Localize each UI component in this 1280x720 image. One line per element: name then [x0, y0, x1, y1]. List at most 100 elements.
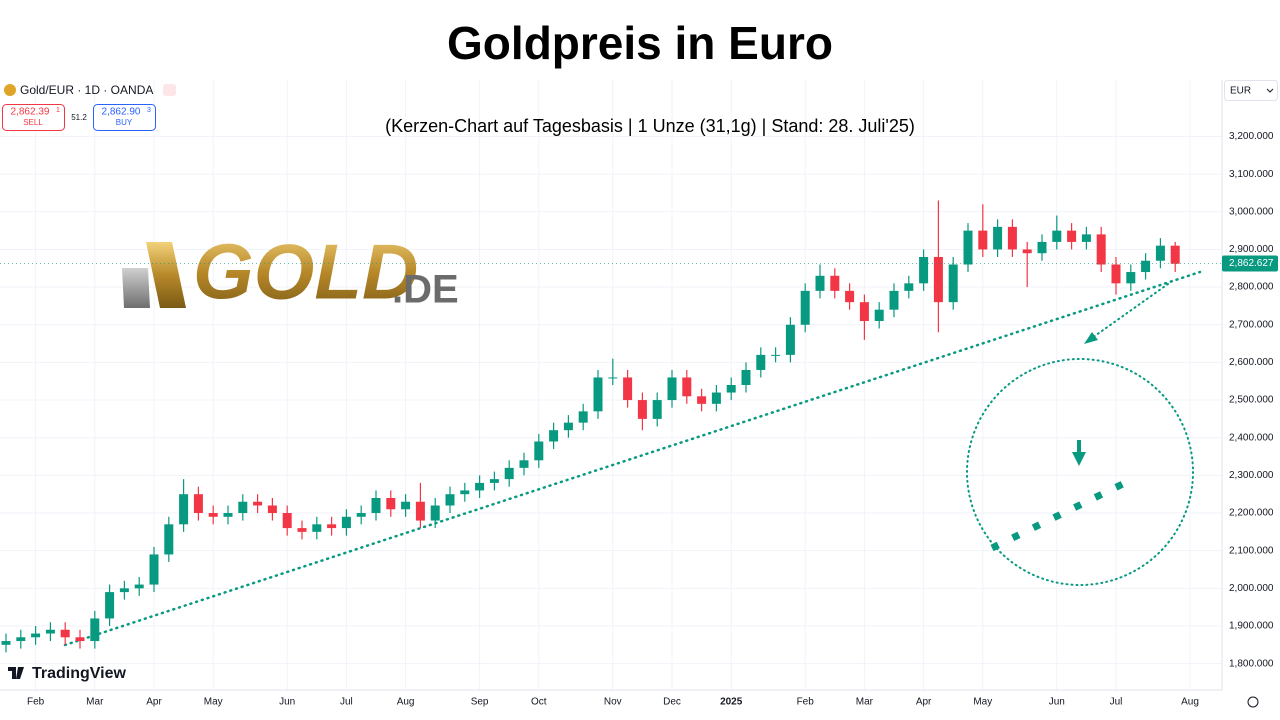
last-price-tag — [1222, 255, 1278, 272]
y-tick-label: 2,800.000 — [1229, 282, 1274, 293]
candle-body — [593, 377, 603, 412]
y-tick-label: 1,800.000 — [1229, 658, 1274, 669]
y-tick-label: 2,100.000 — [1229, 545, 1274, 556]
candle-body — [282, 513, 292, 529]
candle-body — [608, 377, 618, 379]
candle-body — [489, 479, 499, 483]
y-tick-label: 1,900.000 — [1229, 621, 1274, 632]
symbol-icon — [4, 84, 16, 96]
candle-body — [45, 629, 55, 634]
candle-body — [904, 283, 914, 291]
candle-body — [208, 513, 218, 517]
candle-body — [978, 230, 988, 250]
candle-body — [312, 524, 322, 532]
candle-body — [948, 264, 958, 303]
candle-body — [119, 588, 129, 593]
candle-body — [60, 629, 70, 638]
candle-body — [549, 430, 559, 442]
candle-body — [667, 377, 677, 401]
candle-body — [238, 501, 248, 514]
x-tick-label: Jun — [279, 697, 295, 708]
x-tick-label: Apr — [146, 697, 162, 708]
settings-icon[interactable] — [1247, 696, 1259, 708]
y-tick-label: 3,200.000 — [1229, 131, 1274, 142]
sell-button[interactable] — [2, 104, 65, 131]
sell-pip: 1 — [56, 107, 60, 114]
candle-body — [356, 513, 366, 517]
candle-body — [105, 592, 115, 619]
x-tick-label: Apr — [916, 697, 932, 708]
candle-body — [16, 637, 26, 642]
x-tick-label: Jun — [1049, 697, 1065, 708]
candle-body — [1022, 249, 1032, 254]
candle-body — [919, 256, 929, 284]
candle-body — [1170, 245, 1180, 264]
candle-body — [1037, 241, 1047, 254]
zoom-marker — [1077, 440, 1081, 452]
zoom-circle — [966, 358, 1194, 586]
watermark: TradingView — [32, 665, 127, 682]
candle-body — [815, 275, 825, 291]
candle-body — [253, 501, 263, 506]
candle-body — [341, 516, 351, 529]
plot — [1, 200, 1180, 653]
candle-body — [652, 400, 662, 419]
y-tick-label: 2,600.000 — [1229, 357, 1274, 368]
chart-subtitle: (Kerzen-Chart auf Tagesbasis | 1 Unze (3… — [385, 116, 915, 136]
x-tick-label: Sep — [471, 697, 489, 708]
currency-select[interactable] — [1224, 80, 1278, 101]
x-tick-label: Feb — [797, 697, 815, 708]
candle-body — [1052, 230, 1062, 242]
candle-body — [1007, 226, 1017, 250]
candle-body — [1141, 260, 1151, 273]
logo-bar — [146, 242, 186, 308]
zoom-trendline — [990, 474, 1137, 552]
x-tick-label: Aug — [397, 697, 415, 708]
dropdown-icon — [1266, 88, 1274, 93]
x-tick-label: Mar — [856, 697, 874, 708]
candle-body — [134, 584, 144, 589]
x-tick-label: Dec — [663, 697, 681, 708]
candle-body — [371, 497, 381, 514]
candle-body — [504, 467, 514, 480]
candle-body — [327, 524, 337, 529]
candle-body — [1067, 230, 1077, 242]
chart-title: Goldpreis in Euro — [447, 17, 833, 69]
candle-body — [460, 490, 470, 495]
y-tick-label: 2,300.000 — [1229, 470, 1274, 481]
candle-body — [756, 354, 766, 370]
candle-body — [637, 400, 647, 419]
candle-body — [771, 354, 781, 356]
logo: GOLD .DE — [122, 228, 459, 316]
candle-body — [874, 309, 884, 321]
candle-body — [90, 618, 100, 642]
candle-body — [726, 385, 736, 393]
candle-body — [534, 441, 544, 461]
symbol: Gold/EUR · 1D · OANDA — [20, 83, 153, 97]
x-tick-label: Jul — [340, 697, 353, 708]
y-tick-label: 2,700.000 — [1229, 319, 1274, 330]
trendline — [63, 270, 1202, 647]
x-tick-label: Aug — [1181, 697, 1199, 708]
y-tick-label: 2,400.000 — [1229, 432, 1274, 443]
candle-body — [75, 637, 85, 642]
candle-body — [785, 324, 795, 355]
x-tick-label: Feb — [27, 697, 45, 708]
x-tick-label: 2025 — [720, 697, 743, 708]
logo-main: GOLD — [193, 228, 418, 316]
candle-body — [149, 554, 159, 585]
candle-body — [415, 501, 425, 521]
y-tick-label: 3,100.000 — [1229, 169, 1274, 180]
y-tick-label: 3,000.000 — [1229, 206, 1274, 217]
candle-body — [563, 422, 573, 431]
logo-bar — [122, 268, 150, 308]
candle-body — [830, 275, 840, 291]
candle-body — [1, 641, 11, 645]
buy-button[interactable] — [93, 104, 156, 131]
candle-body — [1111, 264, 1121, 284]
grid — [0, 80, 1222, 690]
buy-price: 2,862.90 — [102, 107, 141, 118]
candle-body — [223, 513, 233, 517]
currency: EUR — [1230, 86, 1251, 97]
candle-body — [933, 256, 943, 303]
